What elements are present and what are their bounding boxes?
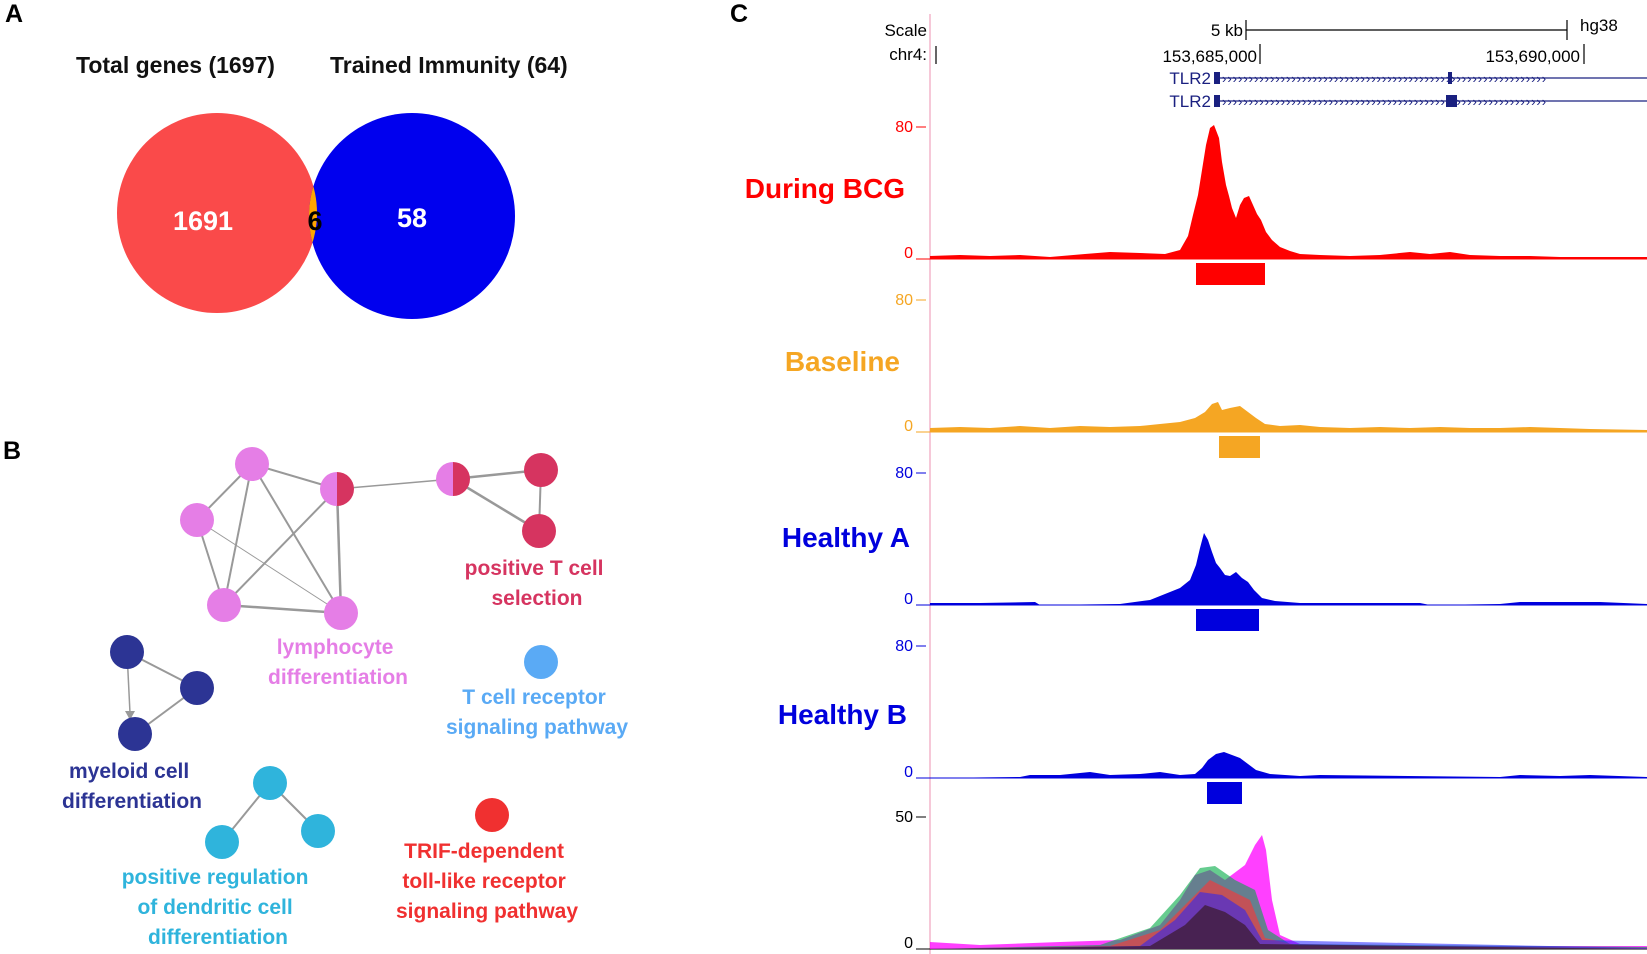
track-name-baseline: Baseline bbox=[785, 346, 900, 377]
venn-left-title: Total genes (1697) bbox=[76, 52, 275, 78]
node-lymphocyte-4 bbox=[324, 596, 358, 630]
node-lymphocyte-3 bbox=[207, 588, 241, 622]
track-name-healthy-a: Healthy A bbox=[782, 522, 910, 553]
ymin-overlay: 0 bbox=[904, 935, 913, 952]
svg-text:››››››››››››››››››››››››››››››: ››››››››››››››››››››››››››››››››››››››››… bbox=[1222, 71, 1547, 86]
panel-a-label: A bbox=[5, 0, 23, 28]
ymax-baseline: 80 bbox=[895, 292, 913, 309]
scale-label: Scale bbox=[884, 21, 927, 40]
node-mixed-1 bbox=[320, 472, 354, 506]
browser-header: Scale chr4: 5 kb hg38 153,685,000 153,69… bbox=[884, 16, 1617, 66]
gene-label-2: TLR2 bbox=[1169, 92, 1211, 111]
venn-diagram: 1691 6 58 bbox=[117, 113, 515, 319]
venn-right-title: Trained Immunity (64) bbox=[330, 52, 568, 78]
overlay-red bbox=[930, 880, 1647, 949]
peak-healthy-b bbox=[1207, 782, 1242, 804]
overlay-green bbox=[930, 866, 1647, 949]
position-1: 153,685,000 bbox=[1162, 47, 1257, 66]
venn-left-circle bbox=[117, 113, 317, 313]
node-lymphocyte-1 bbox=[235, 447, 269, 481]
signal-healthy-a bbox=[930, 533, 1647, 605]
venn-left-count: 1691 bbox=[173, 206, 233, 236]
peak-baseline bbox=[1219, 436, 1260, 458]
venn-overlap-count: 6 bbox=[307, 206, 322, 236]
gene-label-1: TLR2 bbox=[1169, 69, 1211, 88]
label-myeloid-differentiation: myeloid cell differentiation bbox=[62, 760, 202, 813]
node-myeloid-2 bbox=[180, 671, 214, 705]
panel-c-label: C bbox=[730, 0, 748, 28]
peak-during-bcg bbox=[1196, 263, 1265, 285]
node-tcr-pathway bbox=[524, 645, 558, 679]
label-trif-pathway: TRIF-dependent toll-like receptor signal… bbox=[396, 840, 578, 923]
node-tcell-selection-1 bbox=[524, 453, 558, 487]
node-dendritic-3 bbox=[301, 814, 335, 848]
ymax-during-bcg: 80 bbox=[895, 119, 913, 136]
gene-model-2: ››››››››››››››››››››››››››››››››››››››››… bbox=[1214, 94, 1647, 109]
ymax-healthy-a: 80 bbox=[895, 465, 913, 482]
node-myeloid-3 bbox=[118, 717, 152, 751]
overlay-magenta bbox=[930, 835, 1647, 949]
label-lymphocyte-differentiation: lymphocyte differentiation bbox=[268, 636, 408, 689]
track-healthy-b: Healthy B 80 0 bbox=[778, 638, 1647, 804]
node-trif bbox=[475, 798, 509, 832]
node-lymphocyte-2 bbox=[180, 503, 214, 537]
ymin-healthy-b: 0 bbox=[904, 764, 913, 781]
track-healthy-a: Healthy A 80 0 bbox=[782, 465, 1647, 631]
assembly-label: hg38 bbox=[1580, 16, 1618, 35]
track-during-bcg: During BCG 80 0 bbox=[745, 119, 1647, 285]
signal-healthy-b bbox=[930, 752, 1647, 778]
venn-right-circle bbox=[309, 113, 515, 319]
svg-text:››››››››››››››››››››››››››››››: ››››››››››››››››››››››››››››››››››››››››… bbox=[1222, 94, 1547, 109]
gene-models: TLR2 TLR2 ››››››››››››››››››››››››››››››… bbox=[1169, 69, 1647, 111]
track-name-during-bcg: During BCG bbox=[745, 173, 905, 204]
track-name-healthy-b: Healthy B bbox=[778, 699, 907, 730]
peak-healthy-a bbox=[1196, 609, 1259, 631]
node-myeloid-1 bbox=[110, 635, 144, 669]
venn-right-count: 58 bbox=[397, 203, 427, 233]
scale-bar-label: 5 kb bbox=[1211, 21, 1243, 40]
ymin-baseline: 0 bbox=[904, 418, 913, 435]
node-dendritic-2 bbox=[205, 825, 239, 859]
signal-baseline bbox=[930, 402, 1647, 432]
track-overlay: 50 0 bbox=[895, 809, 1647, 952]
label-dendritic-differentiation: positive regulation of dendritic cell di… bbox=[122, 866, 315, 949]
track-baseline: Baseline 80 0 bbox=[785, 292, 1647, 458]
ymin-during-bcg: 0 bbox=[904, 245, 913, 262]
node-tcell-selection-2 bbox=[522, 514, 556, 548]
ymin-healthy-a: 0 bbox=[904, 591, 913, 608]
scale-bar bbox=[1245, 20, 1568, 40]
ymax-healthy-b: 80 bbox=[895, 638, 913, 655]
node-dendritic-1 bbox=[253, 766, 287, 800]
label-positive-t-cell-selection: positive T cell selection bbox=[465, 557, 610, 610]
node-mixed-2 bbox=[436, 462, 470, 496]
network-nodes bbox=[110, 447, 558, 859]
chrom-label: chr4: bbox=[889, 45, 927, 64]
ymax-overlay: 50 bbox=[895, 809, 913, 826]
signal-during-bcg bbox=[930, 125, 1647, 259]
position-2: 153,690,000 bbox=[1485, 47, 1580, 66]
label-tcr-signaling: T cell receptor signaling pathway bbox=[446, 686, 628, 739]
panel-b-label: B bbox=[3, 437, 21, 465]
gene-model-1: ››››››››››››››››››››››››››››››››››››››››… bbox=[1214, 71, 1647, 86]
network-labels: lymphocyte differentiation positive T ce… bbox=[62, 557, 628, 949]
